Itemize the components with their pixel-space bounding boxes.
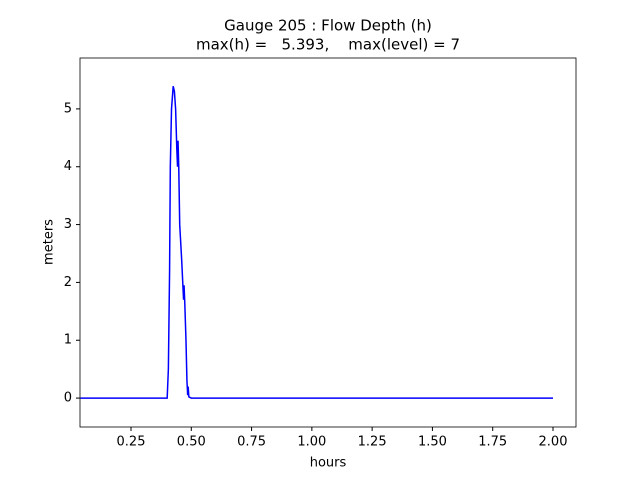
- y-tick-label: 0: [64, 391, 72, 406]
- y-tick-label: 5: [64, 101, 72, 116]
- chart-subtitle: max(h) = 5.393, max(level) = 7: [196, 36, 460, 54]
- x-tick-label: 1.75: [478, 435, 507, 450]
- y-tick-label: 1: [64, 333, 72, 348]
- data-line: [80, 86, 553, 399]
- y-axis-label: meters: [42, 219, 57, 265]
- chart-title: Gauge 205 : Flow Depth (h): [224, 17, 432, 35]
- x-tick-label: 1.25: [358, 435, 387, 450]
- x-tick-label: 1.00: [297, 435, 326, 450]
- x-tick-label: 0.25: [117, 435, 146, 450]
- y-tick-label: 3: [64, 217, 72, 232]
- x-tick-label: 0.75: [237, 435, 266, 450]
- x-axis-label: hours: [310, 456, 347, 471]
- y-tick-label: 2: [64, 275, 72, 290]
- y-tick-label: 4: [64, 159, 72, 174]
- axes-frame: [79, 57, 577, 428]
- x-tick-label: 2.00: [539, 435, 568, 450]
- x-tick-label: 1.50: [418, 435, 447, 450]
- x-tick-label: 0.50: [177, 435, 206, 450]
